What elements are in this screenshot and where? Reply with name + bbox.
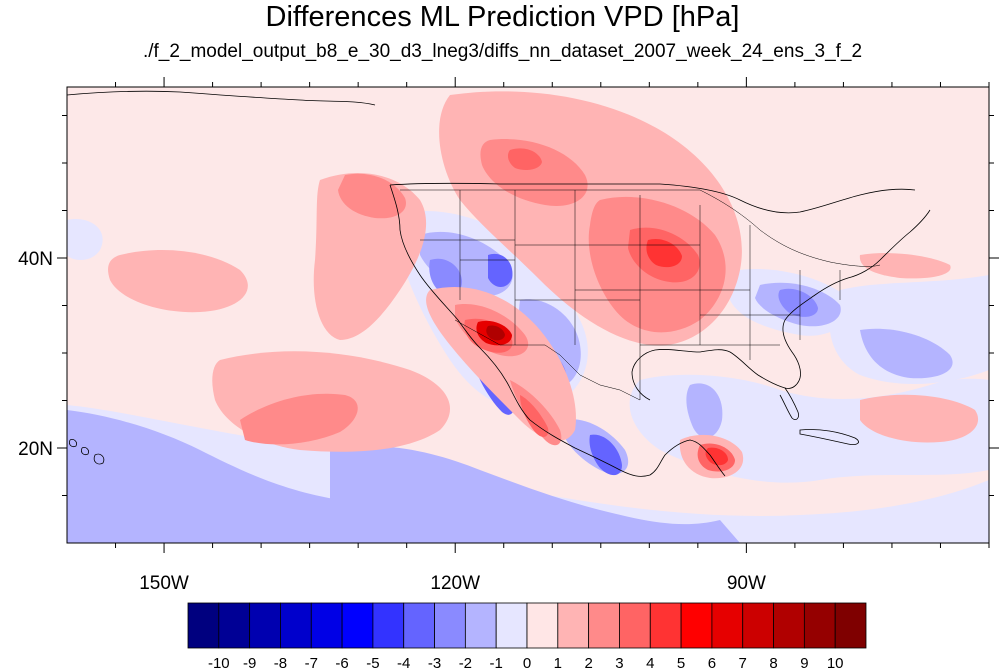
colorbar-label: 7	[739, 655, 747, 672]
colorbar-label: -10	[208, 655, 230, 672]
lon-tick-label: 150W	[139, 573, 189, 594]
colorbar-swatch	[187, 602, 220, 649]
positive-region-arizona-peak	[486, 325, 505, 341]
colorbar-swatch	[526, 602, 559, 649]
coastline-alaska	[67, 90, 376, 106]
us-canada-border	[400, 189, 881, 267]
colorbar-label: -1	[490, 655, 503, 672]
colorbar-swatch	[619, 602, 651, 649]
colorbar-label: 9	[800, 655, 808, 672]
colorbar-swatch	[372, 602, 405, 649]
colorbar-swatch	[403, 602, 435, 649]
colorbar-swatch	[495, 602, 528, 649]
positive-region-pacific-jet	[240, 393, 358, 445]
negative-region-gulf	[686, 383, 723, 438]
positive-region-prairies	[480, 139, 588, 206]
lon-tick-label: 120W	[430, 573, 480, 594]
colorbar-swatch	[310, 602, 343, 649]
colorbar-swatch	[341, 602, 374, 649]
colorbar-label: 0	[523, 655, 531, 672]
colorbar-swatch	[711, 602, 744, 649]
colorbar-swatch	[803, 602, 836, 649]
colorbar-swatch	[588, 602, 620, 649]
negative-region-west-pacific	[67, 219, 103, 260]
colorbar-label: 2	[584, 655, 592, 672]
colorbar-label: -7	[305, 655, 318, 672]
positive-region-caribbean	[860, 394, 979, 443]
colorbar-swatch	[249, 602, 281, 649]
map-tick-labels: 150W 120W 90W 40N 20N	[18, 249, 766, 594]
colorbar-label: 3	[615, 655, 623, 672]
negative-region-utah	[488, 253, 513, 287]
negative-region-pacific-south	[330, 446, 740, 543]
colorbar-label: -8	[274, 655, 287, 672]
colorbar-swatch	[464, 602, 497, 649]
colorbar-swatch	[680, 602, 713, 649]
colorbar-swatch	[742, 602, 774, 649]
lat-tick-label: 40N	[18, 249, 53, 270]
colorbar-label: -6	[335, 655, 348, 672]
page-subtitle: ./f_2_model_output_b8_e_30_d3_lneg3/diff…	[142, 41, 863, 62]
colorbar-swatch	[649, 602, 682, 649]
positive-region-atlantic-north	[859, 253, 951, 279]
coastline-florida	[779, 387, 799, 420]
colorbar-label: -2	[459, 655, 472, 672]
state-grid-lines	[420, 190, 841, 400]
map-frame	[66, 86, 990, 544]
negative-region-sierra-madre	[589, 434, 622, 476]
state-borders	[400, 189, 881, 401]
colorbar-swatch	[280, 602, 312, 649]
colorbar-swatch	[434, 602, 466, 649]
lon-tick-label: 90W	[727, 573, 766, 594]
colorbar-label: 8	[769, 655, 777, 672]
colorbar-label: 5	[677, 655, 685, 672]
coastline-north-america	[389, 184, 931, 477]
negative-region-atlantic-east	[860, 328, 953, 379]
colorbar-label: 6	[708, 655, 716, 672]
positive-region-gulf-california	[520, 395, 549, 437]
colorbar: -10 -9 -8 -7 -6 -5 -4 -3 -2 -1 0 1 2 3 4 5 6 7 8 9 10	[187, 602, 867, 672]
coastline-hawaii	[69, 439, 105, 465]
coastlines	[67, 90, 931, 477]
colorbar-swatch	[557, 602, 590, 649]
page-title: Differences ML Prediction VPD [hPa]	[265, 1, 740, 33]
colorbar-label: -5	[366, 655, 379, 672]
map-ticks	[57, 77, 999, 553]
positive-region-gulf-core	[705, 447, 728, 466]
us-mexico-border	[454, 319, 641, 401]
positive-region-pacific-northwest	[338, 173, 406, 219]
negative-region-nevada	[429, 258, 463, 296]
colorbar-label: -9	[243, 655, 256, 672]
map-panel: 150W 120W 90W 40N 20N	[18, 77, 999, 594]
coastline-canada-north	[389, 182, 916, 214]
colorbar-label: 1	[554, 655, 562, 672]
colorbar-swatch	[773, 602, 805, 649]
positive-region-pacific-broad	[108, 250, 248, 313]
negative-region-ohio-valley	[778, 288, 818, 317]
colorbar-swatch	[834, 602, 867, 649]
positive-region-midwest-core	[646, 238, 682, 268]
positive-region-saskatchewan	[507, 148, 542, 170]
coastline-cuba	[799, 429, 859, 445]
colorbar-label: -3	[428, 655, 441, 672]
colorbar-label: -4	[397, 655, 410, 672]
lat-tick-label: 20N	[18, 439, 53, 460]
vpd-difference-field	[67, 91, 989, 543]
colorbar-swatch	[218, 602, 251, 649]
colorbar-label: 4	[646, 655, 654, 672]
colorbar-label: 10	[827, 655, 844, 672]
